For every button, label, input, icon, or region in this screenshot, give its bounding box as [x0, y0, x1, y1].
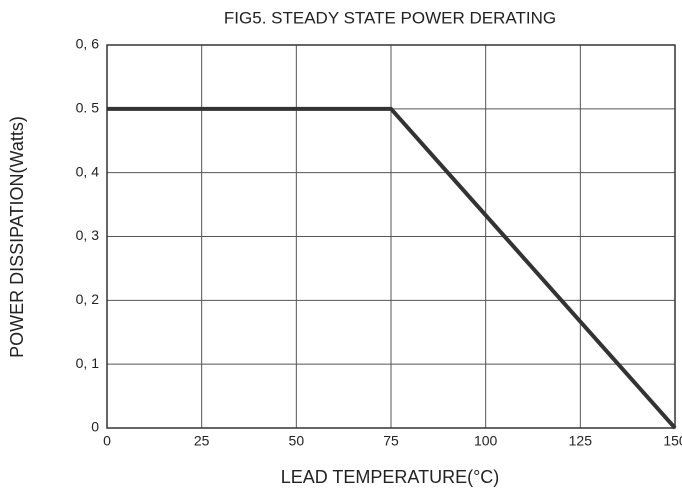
y-tick-label: 0, 2: [76, 291, 100, 307]
y-tick-label: 0, 4: [76, 163, 100, 179]
x-tick-label: 0: [103, 433, 111, 449]
x-tick-label: 150: [663, 433, 682, 449]
y-axis-label: POWER DISSIPATION(Watts): [7, 116, 27, 358]
x-tick-label: 100: [474, 433, 498, 449]
x-tick-label: 75: [383, 433, 399, 449]
x-axis-label: LEAD TEMPERATURE(°C): [281, 467, 500, 487]
data-line: [107, 106, 677, 430]
y-tick-label: 0. 5: [76, 100, 100, 116]
y-tick-label: 0, 1: [76, 355, 100, 371]
chart-title: FIG5. STEADY STATE POWER DERATING: [224, 8, 556, 27]
y-tick-label: 0, 6: [76, 36, 100, 52]
y-tick-label: 0: [91, 419, 99, 435]
x-tick-label: 25: [194, 433, 210, 449]
x-tick-label: 125: [569, 433, 593, 449]
x-tick-label: 50: [289, 433, 305, 449]
plot-frame: [106, 44, 676, 429]
y-tick-label: 0, 3: [76, 227, 100, 243]
